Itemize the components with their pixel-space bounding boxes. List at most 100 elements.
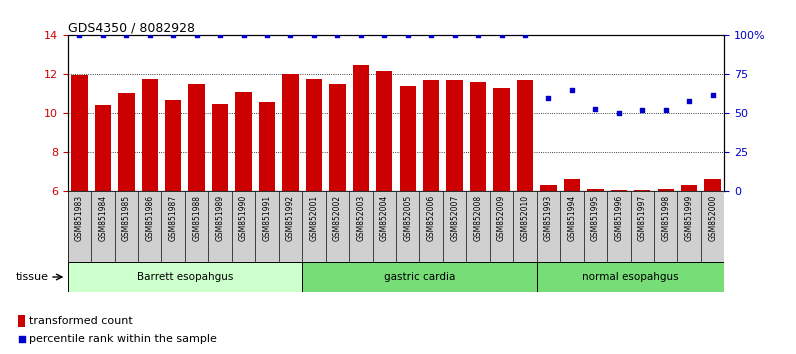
Text: GSM852001: GSM852001 <box>310 195 318 241</box>
Point <box>425 33 438 38</box>
Bar <box>165 100 181 191</box>
Text: GSM851996: GSM851996 <box>615 195 623 241</box>
Point <box>448 33 461 38</box>
Bar <box>138 191 162 262</box>
Bar <box>560 191 583 262</box>
Text: GSM852007: GSM852007 <box>451 195 459 241</box>
Bar <box>68 262 302 292</box>
Point <box>237 33 250 38</box>
Bar <box>513 191 537 262</box>
Bar <box>704 179 721 191</box>
Bar <box>423 80 439 191</box>
Text: GSM852004: GSM852004 <box>380 195 388 241</box>
Bar <box>540 185 556 191</box>
Bar <box>654 191 677 262</box>
Bar <box>326 191 349 262</box>
Bar <box>142 79 158 191</box>
Text: GSM852006: GSM852006 <box>427 195 435 241</box>
Bar <box>466 191 490 262</box>
Point <box>143 33 156 38</box>
Bar <box>68 191 91 262</box>
Bar <box>306 79 322 191</box>
Text: GSM851985: GSM851985 <box>122 195 131 241</box>
Bar <box>447 80 462 191</box>
Text: GSM851989: GSM851989 <box>216 195 224 241</box>
Text: GSM852008: GSM852008 <box>474 195 482 241</box>
Bar <box>583 191 607 262</box>
Text: GSM851988: GSM851988 <box>192 195 201 241</box>
Text: GSM852002: GSM852002 <box>333 195 341 241</box>
Point <box>307 33 320 38</box>
Text: GSM851995: GSM851995 <box>591 195 600 241</box>
Bar <box>564 179 580 191</box>
Text: GSM852005: GSM852005 <box>404 195 412 241</box>
Point <box>519 33 532 38</box>
Bar <box>677 191 701 262</box>
Bar <box>162 191 185 262</box>
Bar <box>400 86 416 191</box>
Bar <box>212 103 228 191</box>
Text: GSM851984: GSM851984 <box>99 195 107 241</box>
Text: normal esopahgus: normal esopahgus <box>582 272 679 282</box>
Point <box>542 95 555 101</box>
Bar <box>189 84 205 191</box>
Bar <box>279 191 302 262</box>
Text: GSM851999: GSM851999 <box>685 195 693 241</box>
Bar <box>353 64 369 191</box>
Bar <box>681 185 697 191</box>
Bar <box>209 191 232 262</box>
Bar <box>607 191 630 262</box>
Bar <box>419 191 443 262</box>
Text: percentile rank within the sample: percentile rank within the sample <box>29 334 217 344</box>
Bar <box>537 191 560 262</box>
Bar <box>494 88 509 191</box>
Point <box>495 33 508 38</box>
Bar <box>330 84 345 191</box>
Bar <box>376 72 392 191</box>
Point <box>284 33 297 38</box>
Bar <box>470 82 486 191</box>
Bar <box>630 191 654 262</box>
Text: GSM851997: GSM851997 <box>638 195 647 241</box>
Bar <box>657 189 674 191</box>
Point <box>659 107 672 113</box>
Point <box>331 33 344 38</box>
Text: GSM851998: GSM851998 <box>661 195 670 241</box>
Text: GSM852009: GSM852009 <box>497 195 506 241</box>
Point <box>565 87 578 93</box>
Point <box>167 33 180 38</box>
Text: GDS4350 / 8082928: GDS4350 / 8082928 <box>68 21 195 34</box>
Text: GSM851991: GSM851991 <box>263 195 271 241</box>
Text: transformed count: transformed count <box>29 316 133 326</box>
Bar <box>18 315 25 327</box>
Point <box>706 92 719 97</box>
Text: GSM851983: GSM851983 <box>75 195 84 241</box>
Point <box>589 106 602 112</box>
Bar <box>443 191 466 262</box>
Point <box>214 33 227 38</box>
Text: GSM851990: GSM851990 <box>239 195 248 241</box>
Text: GSM851993: GSM851993 <box>544 195 553 241</box>
Point <box>260 33 273 38</box>
Bar <box>115 191 138 262</box>
Bar <box>91 191 115 262</box>
Text: GSM851992: GSM851992 <box>286 195 295 241</box>
Bar <box>611 190 627 191</box>
Text: GSM851994: GSM851994 <box>568 195 576 241</box>
Bar <box>517 80 533 191</box>
Bar <box>634 190 650 191</box>
Bar <box>349 191 373 262</box>
Bar <box>118 93 135 191</box>
Bar <box>373 191 396 262</box>
Point <box>305 256 318 261</box>
Point <box>354 33 367 38</box>
Bar <box>537 262 724 292</box>
Point <box>401 33 414 38</box>
Text: GSM852010: GSM852010 <box>521 195 529 241</box>
Text: GSM851987: GSM851987 <box>169 195 178 241</box>
Text: gastric cardia: gastric cardia <box>384 272 455 282</box>
Point <box>683 98 696 104</box>
Bar <box>259 102 275 191</box>
Point <box>96 33 109 38</box>
Bar <box>302 191 326 262</box>
